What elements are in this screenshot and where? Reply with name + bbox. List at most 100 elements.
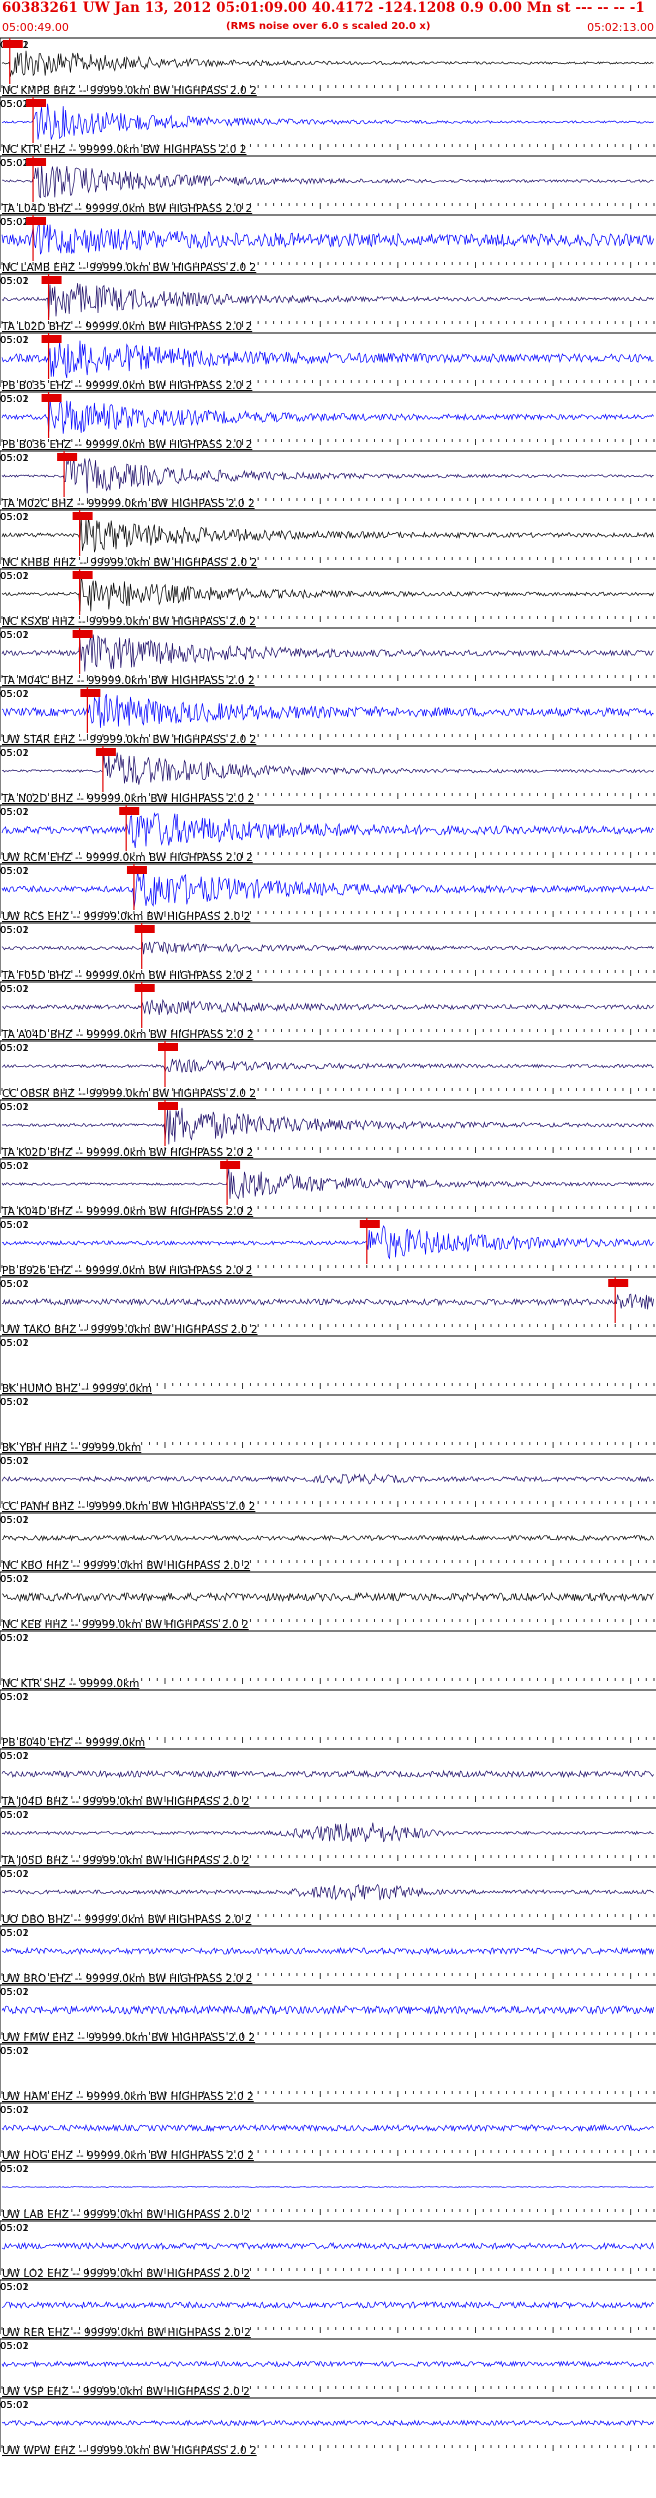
trace-waveform bbox=[1, 1168, 654, 1200]
trace-waveform bbox=[1, 1769, 654, 1779]
minute-label: 05:01 bbox=[0, 276, 29, 287]
minute-label: 05:02 bbox=[0, 1102, 29, 1113]
pick-marker bbox=[2, 40, 23, 48]
minute-label: 05:01 bbox=[0, 394, 29, 405]
pick-marker bbox=[26, 158, 47, 166]
minute-label: 05:02 bbox=[0, 335, 29, 346]
minute-label: 05:02 bbox=[0, 1338, 29, 1349]
minute-label: 05:01 bbox=[0, 2105, 29, 2116]
minute-label: 05:01 bbox=[0, 984, 29, 995]
pick-marker bbox=[608, 1279, 629, 1287]
trace-waveform bbox=[1, 2123, 654, 2133]
minute-label: 05:02 bbox=[0, 748, 29, 759]
trace-label: TA N02D BHZ -- 99999.0km BW HIGHPASS 2.0… bbox=[1, 793, 254, 805]
plot-header: 60383261 UW Jan 13, 2012 05:01:09.00 40.… bbox=[0, 0, 656, 38]
minute-label: 05:02 bbox=[0, 984, 29, 995]
trace-waveform bbox=[1, 283, 654, 318]
minute-label: 05:02 bbox=[0, 2282, 29, 2293]
minute-label: 05:01 bbox=[0, 2341, 29, 2352]
minute-label: 05:01 bbox=[0, 1220, 29, 1231]
minute-label: 05:02 bbox=[0, 1633, 29, 1644]
minute-label: 05:01 bbox=[0, 1397, 29, 1408]
pick-marker bbox=[41, 394, 62, 402]
trace-waveform bbox=[1, 1224, 654, 1260]
pick-marker bbox=[80, 689, 101, 697]
trace-label: PB B926 EHZ -- 99999.0km BW HIGHPASS 2.0… bbox=[2, 1265, 252, 1277]
minute-label: 05:02 bbox=[0, 1692, 29, 1703]
pick-marker bbox=[158, 1043, 178, 1051]
pick-marker bbox=[72, 571, 93, 579]
trace-waveform bbox=[2, 1883, 654, 1901]
minute-label: 05:01 bbox=[0, 807, 29, 818]
event-title: 60383261 UW Jan 13, 2012 05:01:09.00 40.… bbox=[2, 0, 645, 16]
trace-label: UW LAB EHZ -- 99999.0km BW HIGHPASS 2.0 … bbox=[2, 2209, 250, 2221]
trace-label: UW RER EHZ -- 99999.0km BW HIGHPASS 2.0 … bbox=[2, 2327, 251, 2339]
trace-label: PB B035 EHZ -- 99999.0km BW HIGHPASS 2.0… bbox=[2, 380, 252, 392]
trace-label: UW RCM EHZ -- 99999.0km BW HIGHPASS 2.0 … bbox=[2, 852, 253, 864]
minute-label: 05:02 bbox=[0, 276, 29, 287]
trace-label: NC KTR EHZ -- 99999.0km BW HIGHPASS 2.0 … bbox=[2, 144, 246, 156]
pick-marker bbox=[57, 453, 78, 461]
trace-label: TA J05D BHZ -- 99999.0km BW HIGHPASS 2.0… bbox=[1, 1855, 249, 1867]
minute-label: 05:02 bbox=[0, 807, 29, 818]
trace-label: BK HUMO BHZ -- 99999.0km bbox=[2, 1383, 152, 1395]
trace-waveform bbox=[1, 399, 654, 434]
minute-label: 05:01 bbox=[0, 689, 29, 700]
trace-waveform bbox=[1, 2004, 654, 2016]
trace-waveform bbox=[1, 870, 654, 909]
trace-waveform bbox=[1, 1293, 654, 1310]
trace-label: TA L04D BHZ -- 99999.0km BW HIGHPASS 2.0… bbox=[1, 203, 252, 215]
trace-waveform bbox=[1, 634, 654, 672]
trace-waveform bbox=[1, 1822, 654, 1843]
trace-label: PB B036 EHZ -- 99999.0km BW HIGHPASS 2.0… bbox=[2, 439, 252, 451]
trace-label: TA M04C BHZ -- 99999.0km BW HIGHPASS 2.0… bbox=[1, 675, 255, 687]
pick-marker bbox=[72, 512, 93, 520]
minute-label: 05:02 bbox=[0, 1810, 29, 1821]
trace-label: CC OBSR BHZ -- 99999.0km BW HIGHPASS 2.0… bbox=[2, 1088, 256, 1100]
minute-label: 05:02 bbox=[0, 99, 29, 110]
minute-label: 05:01 bbox=[0, 1279, 29, 1290]
minute-label: 05:01 bbox=[0, 2282, 29, 2293]
minute-label: 05:01 bbox=[0, 866, 29, 877]
minute-label: 05:01 bbox=[0, 1338, 29, 1349]
pick-marker bbox=[41, 335, 62, 343]
minute-label: 05:01 bbox=[0, 1869, 29, 1880]
minute-label: 05:01 bbox=[0, 2164, 29, 2175]
minute-label: 05:02 bbox=[0, 1397, 29, 1408]
trace-waveform bbox=[1, 457, 654, 494]
minute-label: 05:02 bbox=[0, 1574, 29, 1585]
trace-label: TA K02D BHZ -- 99999.0km BW HIGHPASS 2.0… bbox=[1, 1147, 253, 1159]
trace-waveform bbox=[1, 103, 654, 140]
trace-label: UW HOG EHZ -- 99999.0km BW HIGHPASS 2.0 … bbox=[2, 2150, 254, 2162]
minute-label: 05:02 bbox=[0, 2400, 29, 2411]
minute-label: 05:02 bbox=[0, 2223, 29, 2234]
trace-label: PB B040 EHZ -- 99999.0km bbox=[2, 1737, 145, 1749]
pick-marker bbox=[359, 1220, 380, 1228]
trace-label: NC LAMB EHZ -- 99999.0km BW HIGHPASS 2.0… bbox=[2, 262, 256, 274]
start-time-label: 05:00:49.00 bbox=[2, 21, 69, 34]
trace-waveform bbox=[1, 2300, 654, 2310]
trace-waveform bbox=[1, 516, 654, 553]
minute-label: 05:01 bbox=[0, 2400, 29, 2411]
rms-note: (RMS noise over 6.0 s scaled 20.0 x) bbox=[226, 21, 431, 32]
pick-marker bbox=[95, 748, 116, 756]
minute-label: 05:01 bbox=[0, 335, 29, 346]
minute-label: 05:02 bbox=[0, 866, 29, 877]
trace-waveform bbox=[1, 1534, 654, 1542]
pick-marker bbox=[72, 630, 93, 638]
trace-waveform bbox=[1, 2419, 654, 2427]
minute-label: 05:01 bbox=[0, 1810, 29, 1821]
trace-waveform bbox=[1, 1473, 654, 1485]
minute-label: 05:02 bbox=[0, 1928, 29, 1939]
trace-waveform bbox=[1, 164, 654, 199]
minute-label: 05:02 bbox=[0, 512, 29, 523]
minute-label: 05:01 bbox=[0, 1161, 29, 1172]
minute-label: 05:02 bbox=[0, 1279, 29, 1290]
minute-label: 05:01 bbox=[0, 1456, 29, 1467]
minute-label: 05:02 bbox=[0, 571, 29, 582]
minute-label: 05:02 bbox=[0, 1161, 29, 1172]
minute-label: 05:02 bbox=[0, 1751, 29, 1762]
minute-label: 05:02 bbox=[0, 1987, 29, 1998]
minute-label: 05:01 bbox=[0, 925, 29, 936]
